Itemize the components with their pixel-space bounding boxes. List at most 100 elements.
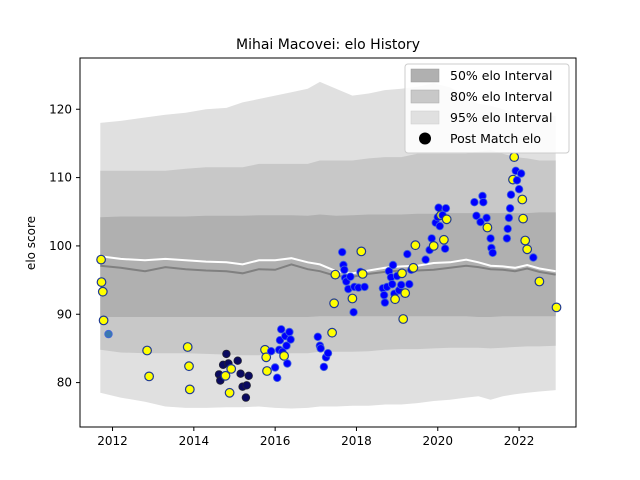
- data-point: [226, 364, 237, 374]
- data-point: [357, 269, 368, 279]
- y-axis-label: elo score: [24, 216, 38, 270]
- legend-label-95: 95% elo Interval: [450, 110, 552, 125]
- data-point: [286, 335, 295, 344]
- y-tick-label: 100: [49, 239, 72, 253]
- data-point: [142, 345, 153, 356]
- data-point: [403, 249, 412, 259]
- data-point: [277, 325, 286, 334]
- x-tick-label: 2012: [97, 434, 128, 448]
- data-point: [379, 290, 389, 300]
- chart-title: Mihai Macovei: elo History: [236, 37, 420, 53]
- data-point: [356, 246, 367, 257]
- data-point: [512, 176, 522, 185]
- data-point: [502, 234, 512, 243]
- data-point: [505, 204, 515, 213]
- y-axis: 80 90 100 110 120: [49, 102, 80, 390]
- x-tick-label: 2018: [341, 434, 372, 448]
- data-point: [261, 352, 272, 363]
- data-point: [323, 349, 333, 358]
- data-point: [220, 370, 231, 381]
- data-point: [184, 384, 195, 395]
- x-axis: 2012 2014 2016 2018 2020 2022: [97, 427, 534, 448]
- data-point: [329, 298, 340, 309]
- y-tick-label: 90: [57, 307, 72, 321]
- data-point: [522, 244, 533, 255]
- data-point: [182, 342, 193, 352]
- legend-swatch-95: [410, 110, 440, 125]
- legend-swatch-50: [410, 68, 440, 83]
- data-point: [509, 152, 520, 163]
- data-point: [440, 244, 450, 253]
- data-point: [349, 308, 358, 317]
- data-point: [479, 197, 488, 207]
- data-point: [327, 327, 338, 338]
- data-point: [285, 327, 294, 337]
- data-point: [486, 234, 495, 243]
- data-point: [233, 356, 242, 365]
- data-point: [241, 393, 251, 402]
- data-point: [144, 371, 155, 382]
- data-point: [400, 288, 411, 299]
- data-point: [330, 269, 341, 280]
- data-point: [476, 217, 485, 227]
- data-point: [520, 235, 531, 246]
- legend-marker-post-match: [419, 132, 431, 145]
- data-point: [397, 268, 407, 279]
- data-point: [472, 211, 481, 220]
- legend-box: [404, 63, 570, 154]
- data-point: [97, 286, 108, 297]
- data-point: [104, 329, 113, 339]
- data-point: [534, 276, 545, 287]
- data-point: [347, 293, 358, 304]
- data-point: [360, 282, 369, 292]
- data-point: [518, 213, 528, 224]
- data-point: [517, 194, 528, 205]
- data-point: [410, 240, 421, 251]
- data-point: [514, 184, 524, 194]
- data-point: [222, 349, 231, 359]
- y-tick-label: 80: [57, 376, 72, 390]
- data-point: [488, 248, 497, 257]
- data-point: [316, 344, 325, 353]
- data-point: [506, 190, 516, 199]
- data-point: [340, 265, 349, 274]
- data-point: [266, 347, 276, 356]
- data-point: [270, 363, 280, 372]
- data-point: [470, 197, 479, 207]
- data-point: [390, 294, 401, 305]
- data-point: [482, 222, 493, 233]
- data-point: [551, 302, 562, 313]
- data-point: [503, 224, 512, 233]
- data-point: [98, 315, 109, 326]
- data-point: [313, 332, 322, 341]
- post-match-points: [96, 152, 562, 402]
- plot-frame: [79, 57, 577, 428]
- data-point: [282, 341, 291, 350]
- data-point: [529, 253, 538, 262]
- data-point: [380, 298, 390, 307]
- data-point: [441, 214, 452, 225]
- data-point: [224, 387, 235, 398]
- y-tick-label: 120: [49, 102, 72, 116]
- data-point: [421, 255, 430, 264]
- data-point: [388, 260, 398, 270]
- y-tick-label: 110: [49, 171, 72, 185]
- data-point: [319, 362, 329, 372]
- data-point: [184, 361, 194, 372]
- data-point: [408, 262, 419, 273]
- data-point: [388, 280, 397, 289]
- data-point: [338, 247, 347, 257]
- data-point: [398, 314, 409, 324]
- data-point: [279, 351, 290, 361]
- data-point: [96, 277, 107, 288]
- legend-label-50: 50% elo Interval: [450, 68, 552, 83]
- data-point: [428, 240, 439, 251]
- data-point: [244, 371, 253, 380]
- data-point: [96, 254, 106, 265]
- data-point: [397, 280, 406, 290]
- data-point: [435, 221, 444, 231]
- legend: 50% elo Interval 80% elo Interval 95% el…: [404, 63, 570, 154]
- legend-label-post-match: Post Match elo: [450, 131, 541, 146]
- data-point: [283, 359, 292, 368]
